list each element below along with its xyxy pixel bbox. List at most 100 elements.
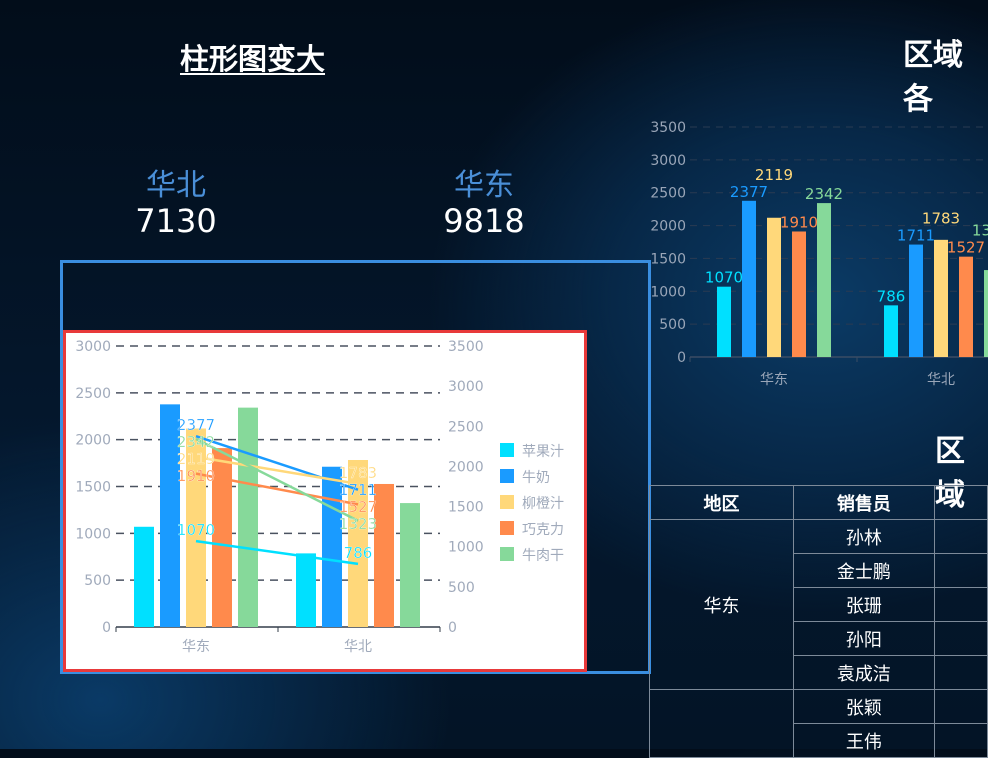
legend-label: 柳橙汁 (522, 495, 564, 512)
salesperson-cell: 袁成洁 (793, 655, 935, 690)
bar (717, 286, 731, 357)
salesperson-cell: 孙林 (793, 519, 935, 554)
data-label: 1910 (177, 467, 215, 485)
salesperson-cell: 王伟 (793, 723, 935, 758)
data-label: 1323 (339, 515, 377, 533)
y-tick-label: 0 (102, 620, 111, 636)
data-label: 1910 (780, 213, 818, 231)
y2-tick-label: 2500 (448, 419, 484, 435)
bar (160, 404, 180, 627)
region-cell (648, 689, 795, 758)
y2-tick-label: 1500 (448, 500, 484, 516)
data-label: 786 (877, 287, 906, 305)
legend-swatch (500, 495, 514, 509)
data-label: 2342 (177, 433, 215, 451)
bar (817, 203, 831, 357)
data-label: 786 (344, 544, 373, 562)
data-label: 1783 (339, 464, 377, 482)
series-line (195, 539, 359, 566)
data-label: 1323 (972, 222, 988, 240)
data-label: 1527 (947, 239, 985, 257)
region-name-east: 华东 (454, 168, 514, 203)
y2-tick-label: 2000 (448, 459, 484, 475)
y-tick-label: 500 (84, 573, 111, 589)
bar (742, 200, 756, 357)
left-panel-title: 柱形图变大 (180, 42, 326, 76)
salesperson-cell: 张颖 (793, 689, 935, 724)
value-cell (933, 655, 988, 690)
legend-swatch (500, 521, 514, 535)
bar (767, 217, 781, 357)
table-row: 张颖 (648, 689, 988, 758)
region-cell: 华东 (648, 519, 795, 690)
legend-label: 牛肉干 (522, 548, 564, 564)
y-tick-label: 2500 (650, 186, 686, 202)
x-tick-label: 华北 (927, 372, 955, 388)
bar (909, 244, 923, 357)
series-line (195, 434, 359, 491)
bar (792, 231, 806, 357)
value-cell (933, 723, 988, 758)
salesperson-cell: 孙阳 (793, 621, 935, 656)
y-tick-label: 3500 (650, 120, 686, 136)
value-cell (933, 621, 988, 656)
y-tick-label: 1500 (650, 251, 686, 267)
bar (212, 448, 232, 627)
data-label: 2377 (730, 183, 768, 201)
bar (374, 483, 394, 627)
series-line (195, 472, 359, 506)
x-tick-label: 华东 (182, 639, 210, 655)
header-salesperson: 销售员 (793, 485, 935, 520)
header-extra (933, 485, 988, 520)
value-cell (933, 553, 988, 588)
data-label: 1783 (922, 210, 960, 228)
data-label: 1711 (339, 481, 377, 499)
combo-chart-container[interactable]: 0 500 1000 1500 2000 2500 3000 0 500 1000 1500 2000… (63, 330, 587, 672)
bar (959, 256, 973, 357)
salesperson-cell: 金士鹏 (793, 553, 935, 588)
y2-tick-label: 1000 (448, 540, 484, 556)
table-row: 华东 孙林 (648, 519, 988, 690)
bar (400, 503, 420, 627)
data-label: 2119 (177, 450, 215, 468)
combo-chart: 0 500 1000 1500 2000 2500 3000 0 500 1000 1500 2000… (75, 339, 564, 655)
bar (884, 305, 898, 357)
data-label: 1711 (897, 227, 935, 245)
bar (984, 270, 988, 357)
value-cell (933, 587, 988, 622)
y2-tick-label: 3500 (448, 339, 484, 355)
y2-tick-label: 500 (448, 580, 475, 596)
series-line (195, 437, 359, 522)
y-tick-label: 2000 (650, 219, 686, 235)
bar (348, 459, 368, 627)
y-tick-label: 1000 (75, 526, 111, 542)
region-bar-chart: 0 500 1000 1500 2000 2500 3000 3500 华东 1070 237721… (650, 120, 988, 388)
table-row: 孙阳 (650, 621, 988, 656)
y-tick-label: 2500 (75, 386, 111, 402)
legend-swatch (500, 469, 514, 483)
legend-label: 巧克力 (522, 522, 564, 538)
y-tick-label: 3000 (75, 339, 111, 355)
value-cell (933, 519, 988, 554)
table-row: 袁成洁 (650, 655, 988, 690)
bar (238, 407, 258, 627)
y2-tick-label: 0 (448, 620, 457, 636)
y-tick-label: 500 (659, 317, 686, 333)
right-chart-title: 区域各 (903, 38, 963, 117)
region-value-north: 7130 (135, 202, 217, 240)
data-label: 2119 (755, 166, 793, 184)
bar (322, 466, 342, 627)
salesperson-cell: 张珊 (793, 587, 935, 622)
series-line (195, 455, 359, 486)
x-tick-label: 华东 (760, 372, 788, 388)
enlarged-chart-frame (60, 260, 651, 674)
data-label: 1527 (339, 498, 377, 516)
table-row: 金士鹏 (650, 553, 988, 588)
bar (296, 553, 316, 627)
data-label: 2342 (805, 185, 843, 203)
x-tick-label: 华北 (344, 639, 372, 655)
y-tick-label: 2000 (75, 433, 111, 449)
header-region: 地区 (648, 485, 795, 520)
value-cell (933, 689, 988, 724)
region-value-east: 9818 (443, 202, 525, 240)
